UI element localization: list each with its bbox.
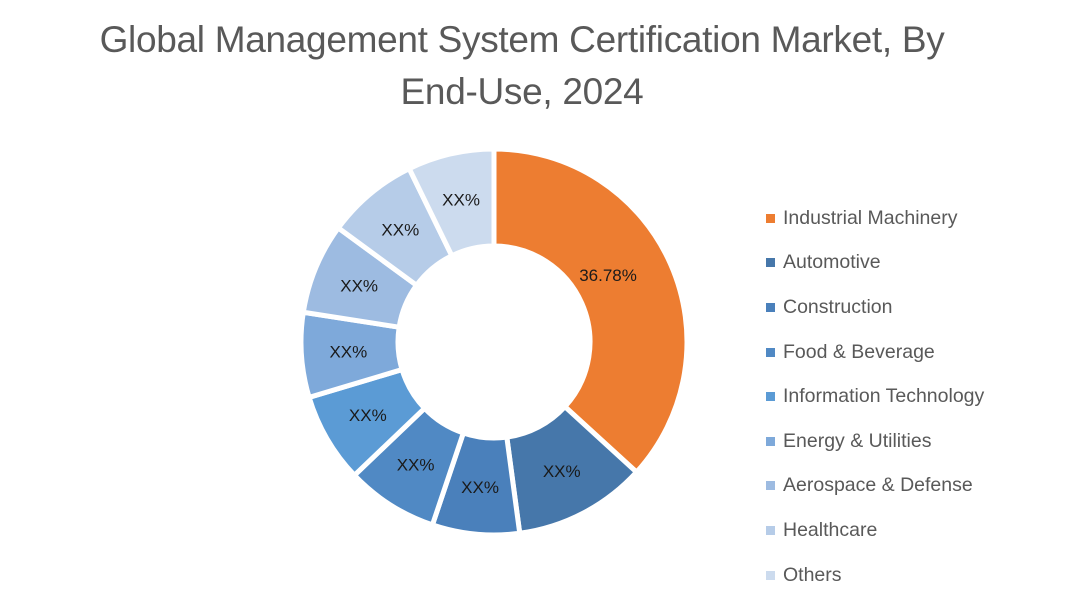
chart-title-line-1: Global Management System Certification M… — [99, 19, 945, 60]
slice-data-label: XX% — [329, 342, 367, 361]
chart-title-line-2: End-Use, 2024 — [400, 71, 644, 112]
legend-swatch — [766, 436, 775, 446]
donut-slice-industrial-machinery — [491, 146, 690, 476]
legend-label: Others — [783, 563, 842, 586]
legend-item-industrial-machinery: Industrial Machinery — [766, 196, 984, 241]
slice-data-label: XX% — [381, 221, 419, 240]
legend-swatch — [766, 213, 775, 223]
chart-legend: Industrial Machinery Automotive Construc… — [766, 196, 984, 597]
legend-label: Information Technology — [783, 385, 985, 408]
legend-swatch — [766, 347, 775, 357]
legend-swatch — [766, 525, 775, 535]
legend-item-others: Others — [766, 553, 984, 598]
legend-label: Energy & Utilities — [783, 429, 932, 452]
legend-swatch — [766, 481, 775, 491]
slice-data-label: XX% — [442, 190, 480, 209]
slice-data-label: XX% — [349, 406, 387, 425]
chart-title: Global Management System Certification M… — [0, 14, 1044, 118]
legend-label: Food & Beverage — [783, 340, 935, 363]
slice-data-label: 36.78% — [579, 266, 637, 285]
legend-swatch — [766, 570, 775, 580]
legend-label: Industrial Machinery — [783, 206, 958, 229]
legend-swatch — [766, 302, 775, 312]
legend-swatch — [766, 258, 775, 268]
legend-label: Aerospace & Defense — [783, 474, 973, 497]
legend-swatch — [766, 392, 775, 402]
legend-item-automotive: Automotive — [766, 241, 984, 286]
slice-data-label: XX% — [340, 277, 378, 296]
donut-slice-others — [405, 146, 497, 260]
legend-label: Automotive — [783, 251, 881, 274]
legend-item-energy-utilities: Energy & Utilities — [766, 419, 984, 464]
legend-item-healthcare: Healthcare — [766, 508, 984, 553]
slice-data-label: XX% — [543, 462, 581, 481]
legend-item-construction: Construction — [766, 285, 984, 330]
legend-item-food-beverage: Food & Beverage — [766, 330, 984, 375]
legend-item-aerospace-defense: Aerospace & Defense — [766, 464, 984, 509]
slice-data-label: XX% — [397, 456, 435, 475]
legend-item-information-technology: Information Technology — [766, 374, 984, 419]
legend-label: Construction — [783, 295, 893, 318]
slice-data-label: XX% — [461, 478, 499, 497]
legend-label: Healthcare — [783, 518, 878, 541]
